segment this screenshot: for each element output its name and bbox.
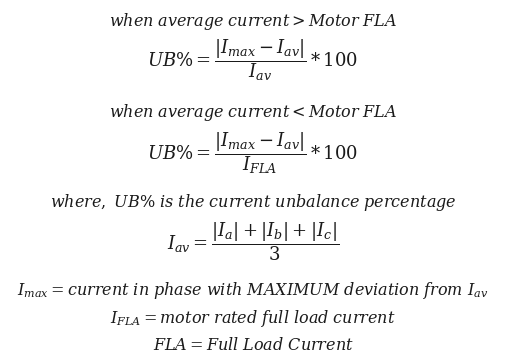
Text: $\mathit{UB\%} = \dfrac{|I_{max} - I_{av}|}{I_{av}} * 100$: $\mathit{UB\%} = \dfrac{|I_{max} - I_{av… — [147, 38, 358, 83]
Text: $\mathit{UB\%} = \dfrac{|I_{max} - I_{av}|}{I_{FLA}} * 100$: $\mathit{UB\%} = \dfrac{|I_{max} - I_{av… — [147, 130, 358, 176]
Text: $I_{av} = \dfrac{|I_a| + |I_b| + |I_c|}{3}$: $I_{av} = \dfrac{|I_a| + |I_b| + |I_c|}{… — [167, 221, 338, 263]
Text: $\mathit{when\ average\ current < Motor\ FLA}$: $\mathit{when\ average\ current < Motor\… — [109, 102, 396, 123]
Text: $\mathit{FLA = Full\ Load\ Current}$: $\mathit{FLA = Full\ Load\ Current}$ — [153, 336, 352, 353]
Text: $\mathit{I_{FLA} = motor\ rated\ full\ load\ current}$: $\mathit{I_{FLA} = motor\ rated\ full\ l… — [110, 308, 395, 329]
Text: $\mathit{I_{max} = current\ in\ phase\ with\ MAXIMUM\ deviation\ from\ I_{av}}$: $\mathit{I_{max} = current\ in\ phase\ w… — [17, 280, 488, 301]
Text: $\mathit{where,\ UB\%\ is\ the\ current\ unbalance\ percentage}$: $\mathit{where,\ UB\%\ is\ the\ current\… — [49, 192, 456, 213]
Text: $\mathit{when\ average\ current > Motor\ FLA}$: $\mathit{when\ average\ current > Motor\… — [109, 11, 396, 32]
